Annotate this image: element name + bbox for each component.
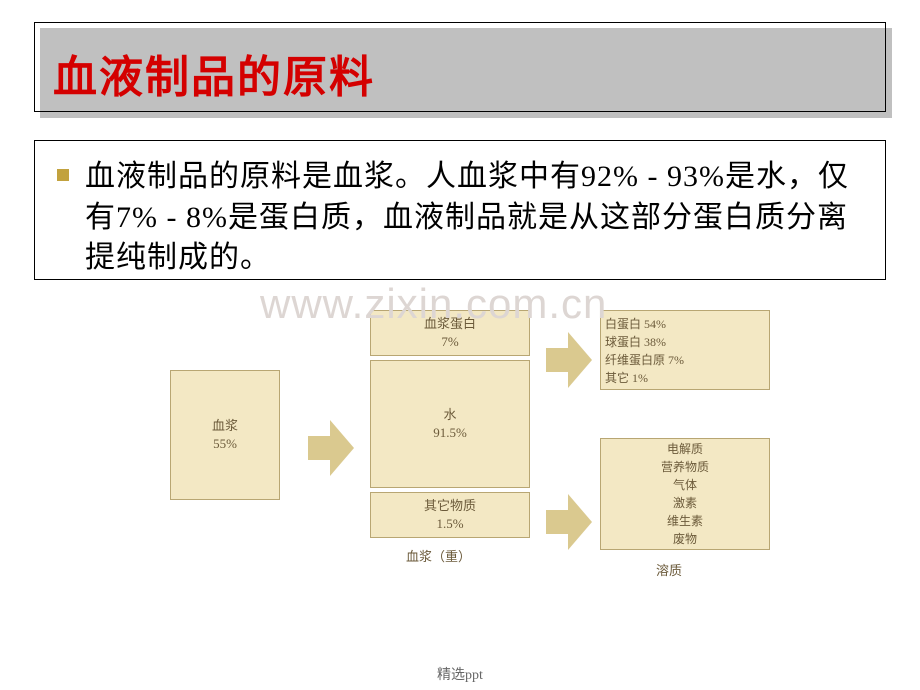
box-protein-detail: 白蛋白 54% 球蛋白 38% 纤维蛋白原 7% 其它 1% — [600, 310, 770, 390]
flow-diagram: 血浆 55% 血浆蛋白 7% 水 91.5% 其它物质 1.5% 白蛋白 54%… — [120, 310, 820, 630]
box-other-detail: 电解质 营养物质 气体 激素 维生素 废物 — [600, 438, 770, 550]
content-box: 血液制品的原料是血浆。人血浆中有92% - 93%是水，仅有7% - 8%是蛋白… — [34, 140, 886, 280]
bullet-icon — [57, 169, 69, 181]
page-title: 血液制品的原料 — [35, 23, 885, 123]
body-paragraph: 血液制品的原料是血浆。人血浆中有92% - 93%是水，仅有7% - 8%是蛋白… — [85, 157, 863, 279]
arrow-icon — [568, 494, 592, 550]
box-plasma: 血浆 55% — [170, 370, 280, 500]
box-water: 水 91.5% — [370, 360, 530, 488]
label-plasma-weight: 血浆（重） — [406, 546, 471, 565]
arrow-icon — [568, 332, 592, 388]
label-solute: 溶质 — [656, 560, 682, 579]
box-protein: 血浆蛋白 7% — [370, 310, 530, 356]
arrow-icon — [330, 420, 354, 476]
title-box: 血液制品的原料 — [34, 22, 886, 112]
footer-text: 精选ppt — [0, 664, 920, 684]
box-other: 其它物质 1.5% — [370, 492, 530, 538]
